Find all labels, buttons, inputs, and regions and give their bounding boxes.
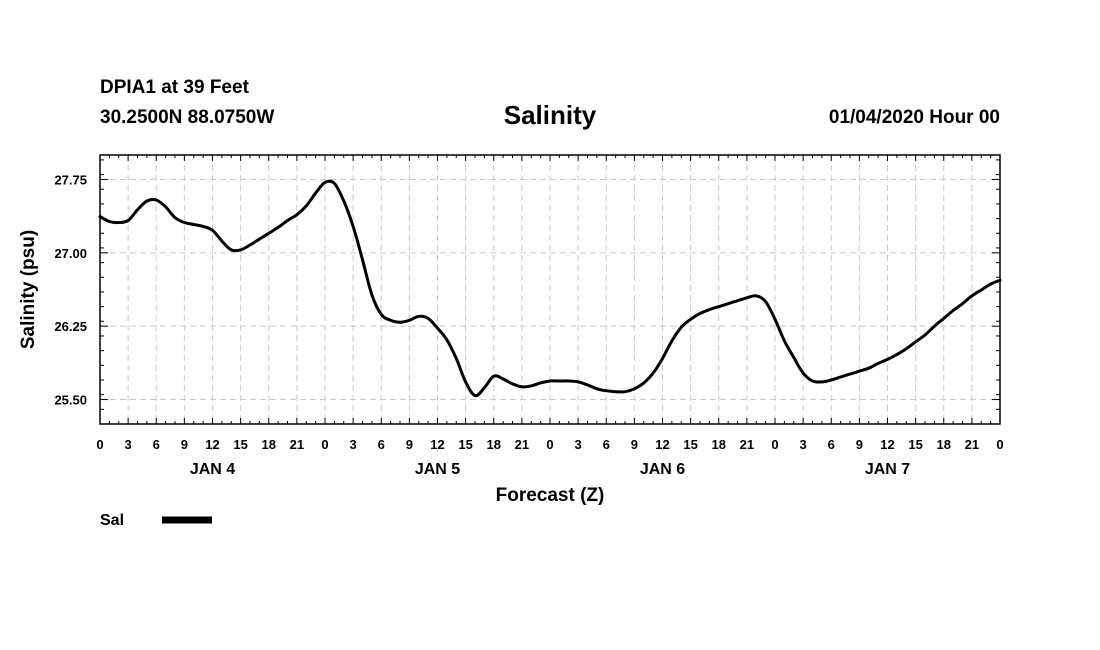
x-tick-label: 18 bbox=[487, 437, 501, 452]
station-label: DPIA1 at 39 Feet bbox=[100, 77, 249, 98]
x-tick-label: 18 bbox=[262, 437, 276, 452]
coordinates-label: 30.2500N 88.0750W bbox=[100, 107, 275, 128]
x-tick-label: 3 bbox=[575, 437, 582, 452]
series-lines bbox=[98, 179, 1002, 398]
x-tick-label: 21 bbox=[515, 437, 529, 452]
x-tick-labels: 0 3 6 9 12 15 18 21 0 3 6 9 12 15 18 21 0 3 6 9 12 15 18 21 0 3 6 9… bbox=[96, 437, 1003, 452]
day-label: JAN 7 bbox=[865, 461, 910, 478]
x-tick-label: 15 bbox=[458, 437, 472, 452]
x-tick-label: 6 bbox=[153, 437, 160, 452]
x-tick-label: 3 bbox=[125, 437, 132, 452]
chart-title: Salinity bbox=[503, 100, 597, 130]
forecast-datetime: 01/04/2020 Hour 00 bbox=[828, 107, 1000, 128]
x-tick-label: 15 bbox=[233, 437, 247, 452]
grid bbox=[100, 155, 1000, 424]
y-axis-label: Salinity (psu) bbox=[18, 230, 39, 349]
x-tick-label: 0 bbox=[546, 437, 553, 452]
y-tick-label: 26.25 bbox=[54, 319, 87, 334]
x-tick-label: 0 bbox=[96, 437, 103, 452]
y-tick-label: 25.50 bbox=[54, 393, 87, 408]
x-tick-label: 9 bbox=[856, 437, 863, 452]
day-label: JAN 5 bbox=[415, 461, 460, 478]
x-tick-label: 21 bbox=[290, 437, 304, 452]
x-tick-label: 9 bbox=[181, 437, 188, 452]
x-tick-label: 9 bbox=[406, 437, 413, 452]
x-tick-label: 3 bbox=[350, 437, 357, 452]
x-tick-label: 15 bbox=[683, 437, 697, 452]
day-labels: JAN 4 JAN 5 JAN 6 JAN 7 bbox=[190, 461, 910, 478]
x-tick-label: 12 bbox=[430, 437, 444, 452]
y-tick-label: 27.75 bbox=[54, 172, 87, 187]
x-tick-label: 12 bbox=[205, 437, 219, 452]
x-tick-label: 3 bbox=[800, 437, 807, 452]
x-tick-label: 12 bbox=[880, 437, 894, 452]
series-line-sal bbox=[98, 179, 1002, 398]
x-tick-label: 15 bbox=[908, 437, 922, 452]
x-tick-label: 21 bbox=[965, 437, 979, 452]
y-tick-labels: 25.50 26.25 27.00 27.75 bbox=[54, 172, 87, 407]
day-label: JAN 6 bbox=[640, 461, 685, 478]
day-label: JAN 4 bbox=[190, 461, 235, 478]
x-tick-label: 6 bbox=[603, 437, 610, 452]
x-tick-label: 9 bbox=[631, 437, 638, 452]
x-tick-label: 6 bbox=[378, 437, 385, 452]
x-tick-label: 0 bbox=[321, 437, 328, 452]
x-tick-label: 18 bbox=[937, 437, 951, 452]
legend-label: Sal bbox=[100, 512, 124, 529]
y-tick-label: 27.00 bbox=[54, 246, 87, 261]
x-tick-label: 21 bbox=[740, 437, 754, 452]
x-tick-label: 0 bbox=[996, 437, 1003, 452]
x-tick-label: 6 bbox=[828, 437, 835, 452]
x-tick-label: 12 bbox=[655, 437, 669, 452]
x-axis-label: Forecast (Z) bbox=[496, 485, 605, 506]
plot-frame bbox=[99, 154, 1001, 425]
x-tick-label: 18 bbox=[712, 437, 726, 452]
x-tick-label: 0 bbox=[771, 437, 778, 452]
